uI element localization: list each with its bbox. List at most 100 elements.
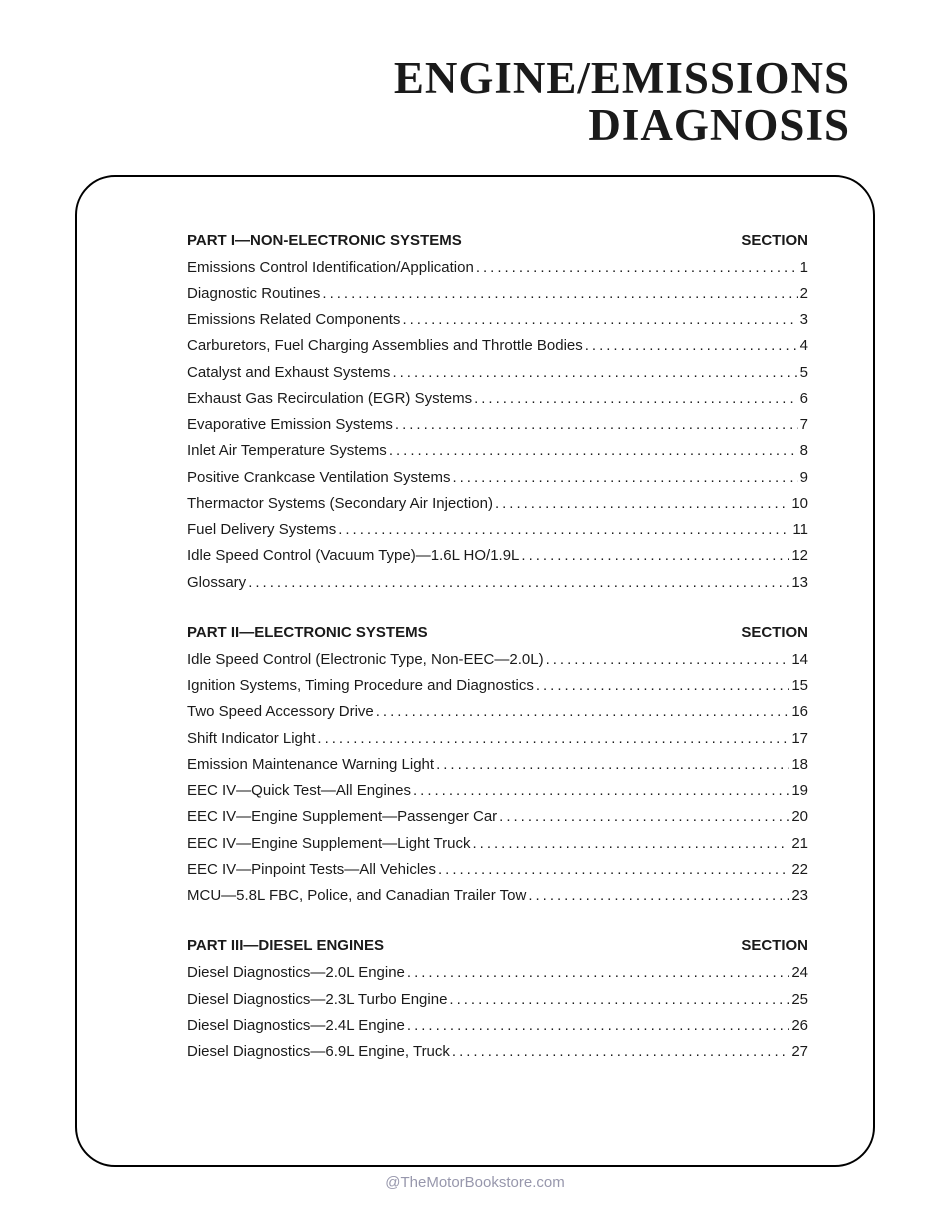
toc-line: Evaporative Emission Systems7: [187, 412, 808, 438]
toc-item-label: Emissions Control Identification/Applica…: [187, 255, 474, 281]
toc-leader-dots: [536, 673, 789, 699]
toc-item-label: Idle Speed Control (Vacuum Type)—1.6L HO…: [187, 543, 519, 569]
toc-item-label: Fuel Delivery Systems: [187, 517, 336, 543]
toc-item-label: Emission Maintenance Warning Light: [187, 752, 434, 778]
toc-item-label: Carburetors, Fuel Charging Assemblies an…: [187, 333, 583, 359]
title-line-2: DIAGNOSIS: [0, 102, 850, 149]
toc-leader-dots: [413, 778, 789, 804]
toc-leader-dots: [474, 386, 798, 412]
toc-leader-dots: [472, 831, 789, 857]
toc-item-label: EEC IV—Pinpoint Tests—All Vehicles: [187, 857, 436, 883]
toc-line: Inlet Air Temperature Systems 8: [187, 438, 808, 464]
toc-item-label: Diesel Diagnostics—6.9L Engine, Truck: [187, 1039, 450, 1065]
part-header: PART III—DIESEL ENGINES SECTION: [187, 937, 808, 954]
toc-leader-dots: [376, 699, 790, 725]
toc-leader-dots: [585, 333, 798, 359]
toc-item-label: Positive Crankcase Ventilation Systems: [187, 465, 450, 491]
toc-line: Diagnostic Routines 2: [187, 281, 808, 307]
toc-leader-dots: [476, 255, 798, 281]
section-label: SECTION: [741, 232, 808, 249]
toc-line: Diesel Diagnostics—2.4L Engine 26: [187, 1013, 808, 1039]
toc-leader-dots: [449, 987, 789, 1013]
toc-line: Emissions Related Components3: [187, 307, 808, 333]
toc-item-number: 10: [791, 491, 808, 517]
toc-line: Idle Speed Control (Electronic Type, Non…: [187, 647, 808, 673]
toc-line: Thermactor Systems (Secondary Air Inject…: [187, 491, 808, 517]
part-heading: PART I—NON-ELECTRONIC SYSTEMS: [187, 232, 462, 249]
toc-line: Fuel Delivery Systems 11: [187, 517, 808, 543]
watermark: @TheMotorBookstore.com: [0, 1174, 950, 1191]
toc-item-number: 4: [800, 333, 808, 359]
toc-leader-dots: [528, 883, 789, 909]
toc-item-label: Two Speed Accessory Drive: [187, 699, 374, 725]
toc-item-number: 12: [791, 543, 808, 569]
toc-item-label: Diesel Diagnostics—2.0L Engine: [187, 960, 405, 986]
toc-item-number: 17: [791, 726, 808, 752]
toc-leader-dots: [521, 543, 789, 569]
toc-leader-dots: [495, 491, 789, 517]
toc-item-number: 2: [800, 281, 808, 307]
toc-item-number: 8: [800, 438, 808, 464]
toc-item-label: Emissions Related Components: [187, 307, 400, 333]
toc-item-number: 26: [791, 1013, 808, 1039]
toc-line: Carburetors, Fuel Charging Assemblies an…: [187, 333, 808, 359]
toc-item-number: 25: [791, 987, 808, 1013]
toc-item-label: Inlet Air Temperature Systems: [187, 438, 387, 464]
toc-leader-dots: [452, 1039, 789, 1065]
toc-item-label: Catalyst and Exhaust Systems: [187, 360, 390, 386]
toc-leader-dots: [322, 281, 797, 307]
toc-item-label: Ignition Systems, Timing Procedure and D…: [187, 673, 534, 699]
toc-item-label: Glossary: [187, 570, 246, 596]
toc-item-label: EEC IV—Quick Test—All Engines: [187, 778, 411, 804]
toc-leader-dots: [338, 517, 790, 543]
toc-leader-dots: [436, 752, 789, 778]
toc-item-number: 14: [791, 647, 808, 673]
toc-line: EEC IV—Engine Supplement—Light Truck21: [187, 831, 808, 857]
toc-item-number: 15: [791, 673, 808, 699]
part-heading: PART II—ELECTRONIC SYSTEMS: [187, 624, 428, 641]
toc-leader-dots: [389, 438, 798, 464]
toc-item-label: EEC IV—Engine Supplement—Passenger Car: [187, 804, 497, 830]
toc-line: Idle Speed Control (Vacuum Type)—1.6L HO…: [187, 543, 808, 569]
toc-line: EEC IV—Quick Test—All Engines19: [187, 778, 808, 804]
toc-item-number: 16: [791, 699, 808, 725]
toc-frame: PART I—NON-ELECTRONIC SYSTEMS SECTION Emis…: [75, 175, 875, 1168]
toc-leader-dots: [452, 465, 797, 491]
toc-item-number: 13: [791, 570, 808, 596]
toc-line: Positive Crankcase Ventilation Systems 9: [187, 465, 808, 491]
toc-item-label: EEC IV—Engine Supplement—Light Truck: [187, 831, 470, 857]
part-header: PART II—ELECTRONIC SYSTEMS SECTION: [187, 624, 808, 641]
part-header: PART I—NON-ELECTRONIC SYSTEMS SECTION: [187, 232, 808, 249]
toc-item-number: 6: [800, 386, 808, 412]
toc-item-number: 11: [792, 517, 808, 543]
toc-leader-dots: [499, 804, 789, 830]
part-heading: PART III—DIESEL ENGINES: [187, 937, 384, 954]
toc-item-number: 20: [791, 804, 808, 830]
toc-item-label: Diagnostic Routines: [187, 281, 320, 307]
toc-leader-dots: [546, 647, 790, 673]
toc-line: Two Speed Accessory Drive 16: [187, 699, 808, 725]
toc-leader-dots: [248, 570, 789, 596]
toc-line: Emission Maintenance Warning Light18: [187, 752, 808, 778]
toc-item-number: 23: [791, 883, 808, 909]
section-label: SECTION: [741, 624, 808, 641]
toc-item-label: Idle Speed Control (Electronic Type, Non…: [187, 647, 544, 673]
toc-item-label: Exhaust Gas Recirculation (EGR) Systems: [187, 386, 472, 412]
page-title: ENGINE/EMISSIONS DIAGNOSIS: [0, 0, 950, 175]
toc-line: EEC IV—Pinpoint Tests—All Vehicles 22: [187, 857, 808, 883]
toc-leader-dots: [407, 960, 789, 986]
toc-line: Emissions Control Identification/Applica…: [187, 255, 808, 281]
toc-item-label: Thermactor Systems (Secondary Air Inject…: [187, 491, 493, 517]
title-line-1: ENGINE/EMISSIONS: [0, 55, 850, 102]
toc-item-label: Diesel Diagnostics—2.3L Turbo Engine: [187, 987, 447, 1013]
toc-item-number: 5: [800, 360, 808, 386]
toc-line: Glossary 13: [187, 570, 808, 596]
toc-item-label: MCU—5.8L FBC, Police, and Canadian Trail…: [187, 883, 526, 909]
section-label: SECTION: [741, 937, 808, 954]
toc-leader-dots: [395, 412, 798, 438]
toc-line: Catalyst and Exhaust Systems 5: [187, 360, 808, 386]
toc-item-number: 22: [791, 857, 808, 883]
toc-item-label: Diesel Diagnostics—2.4L Engine: [187, 1013, 405, 1039]
toc-leader-dots: [402, 307, 797, 333]
toc-item-number: 9: [800, 465, 808, 491]
